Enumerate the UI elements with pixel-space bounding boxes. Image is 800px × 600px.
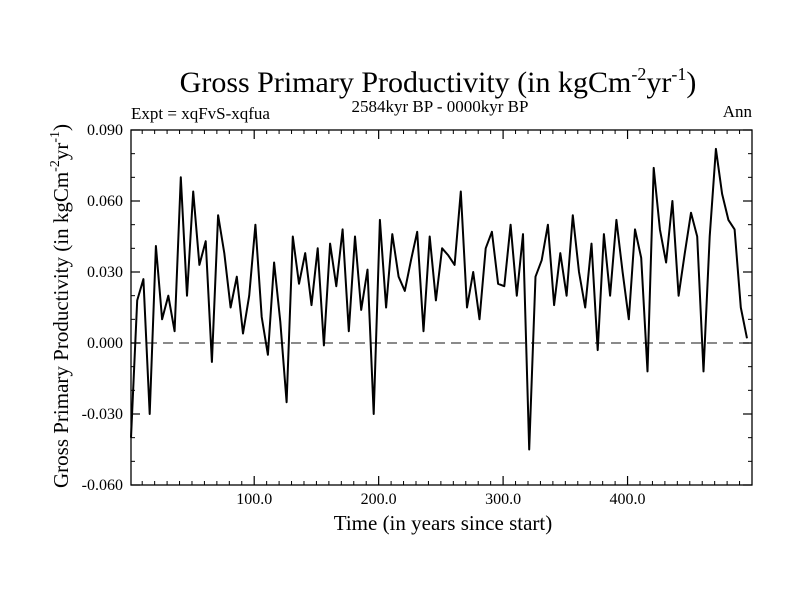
x-tick-label: 400.0 [610,491,646,508]
y-tick-label: -0.030 [82,406,123,423]
x-axis-label: Time (in years since start) [334,511,553,535]
x-tick-label: 100.0 [236,491,272,508]
y-tick-label: -0.060 [82,477,123,494]
subtitle-period: 2584kyr BP - 0000kyr BP [352,97,529,116]
x-tick-label: 200.0 [361,491,397,508]
plot-area: -0.060 -0.030 0.000 0.030 0.060 0.090 100.0 200… [82,122,753,508]
chart-title: Gross Primary Productivity (in kgCm-2yr-… [180,64,697,99]
subtitle-experiment: Expt = xqFvS-xqfua [131,104,270,123]
y-tick-label: 0.090 [87,122,123,139]
y-tick-label: 0.000 [87,335,123,352]
y-axis-label: Gross Primary Productivity (in kgCm-2yr-… [48,124,73,488]
y-tick-label: 0.030 [87,264,123,281]
series-line-0 [130,147,748,451]
subtitle-season: Ann [723,102,753,121]
x-tick-label: 300.0 [485,491,521,508]
y-tick-label: 0.060 [87,193,123,210]
plot-frame [130,129,753,486]
